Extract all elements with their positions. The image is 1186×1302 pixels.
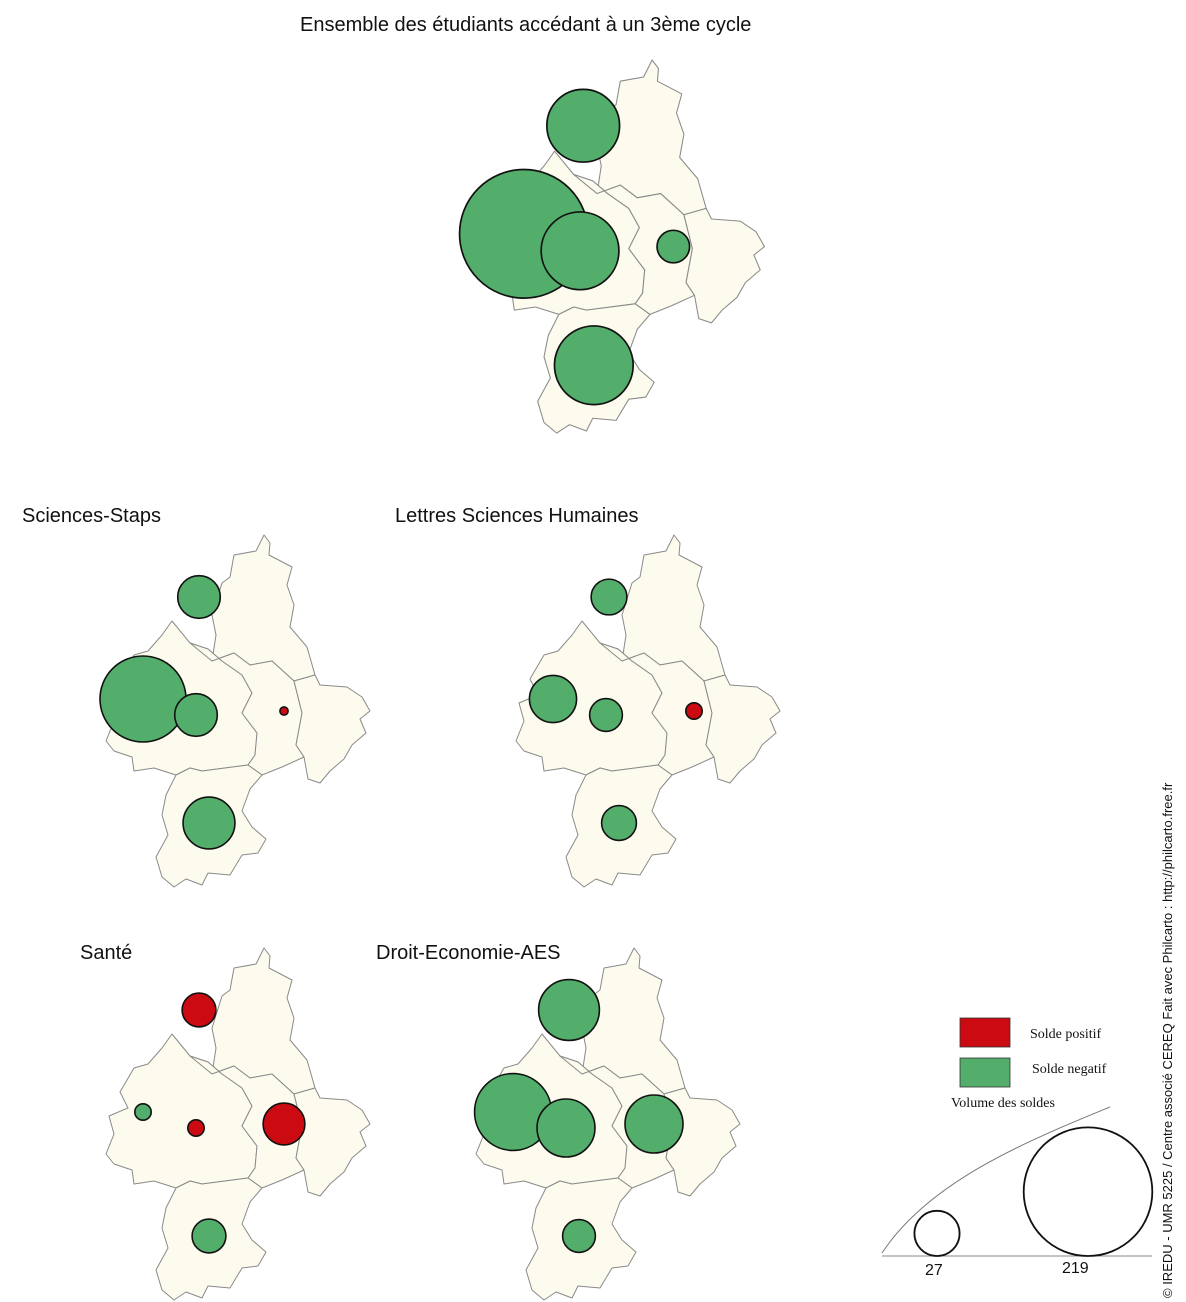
region-east	[703, 674, 781, 784]
scale-label-large: 219	[1062, 1260, 1089, 1277]
bubble-east	[656, 229, 691, 264]
legend-label-negative: Solde negatif	[1032, 1062, 1107, 1077]
bubble-east	[262, 1102, 306, 1146]
map-lettres	[515, 534, 781, 888]
map-title-sciences: Sciences-Staps	[22, 505, 161, 527]
scale-circle-27	[913, 1209, 961, 1257]
legend-swatch-negative	[959, 1057, 1011, 1088]
bubble-west	[134, 1103, 153, 1122]
map-droit	[473, 947, 741, 1301]
region-east	[683, 207, 766, 324]
region-east	[293, 674, 371, 784]
bubble-west	[99, 655, 187, 743]
bubble-center	[540, 211, 620, 291]
map-title-droit: Droit-Economie-AES	[376, 942, 561, 964]
scale-circles	[913, 1126, 1154, 1257]
bubble-north	[537, 978, 601, 1042]
bubble-east	[684, 702, 703, 721]
bubble-center	[536, 1098, 596, 1158]
bubble-south	[600, 804, 638, 842]
map-sciences	[99, 534, 371, 888]
bubble-east	[279, 706, 289, 716]
credit-text: © IREDU - UMR 5225 / Centre associé CERE…	[1160, 782, 1175, 1298]
bubble-east	[624, 1094, 684, 1154]
bubble-north	[181, 992, 217, 1028]
bubble-north	[546, 88, 621, 163]
bubble-north	[590, 578, 628, 616]
map-sante	[105, 947, 371, 1301]
bubble-north	[176, 574, 222, 620]
region-east	[293, 1087, 371, 1197]
map-ensemble	[458, 59, 766, 434]
bubble-south	[182, 796, 236, 850]
scale-label-small: 27	[925, 1262, 943, 1279]
map-title-sante: Santé	[80, 942, 133, 964]
bubble-center	[588, 697, 624, 733]
bubble-south	[553, 325, 635, 406]
legend-label-positive: Solde positif	[1030, 1027, 1102, 1042]
bubble-center	[173, 692, 219, 738]
bubble-south	[191, 1218, 227, 1254]
legend-volume-title: Volume des soldes	[951, 1096, 1055, 1111]
bubble-west	[528, 674, 578, 724]
legend-swatch-positive	[959, 1017, 1011, 1048]
map-title-ensemble: Ensemble des étudiants accédant à un 3èm…	[300, 14, 752, 36]
bubble-south	[561, 1218, 597, 1254]
scale-circle-219	[1022, 1126, 1154, 1257]
scale-curve	[881, 1106, 1111, 1254]
map-title-lettres: Lettres Sciences Humaines	[395, 505, 639, 527]
bubble-center	[186, 1119, 205, 1138]
